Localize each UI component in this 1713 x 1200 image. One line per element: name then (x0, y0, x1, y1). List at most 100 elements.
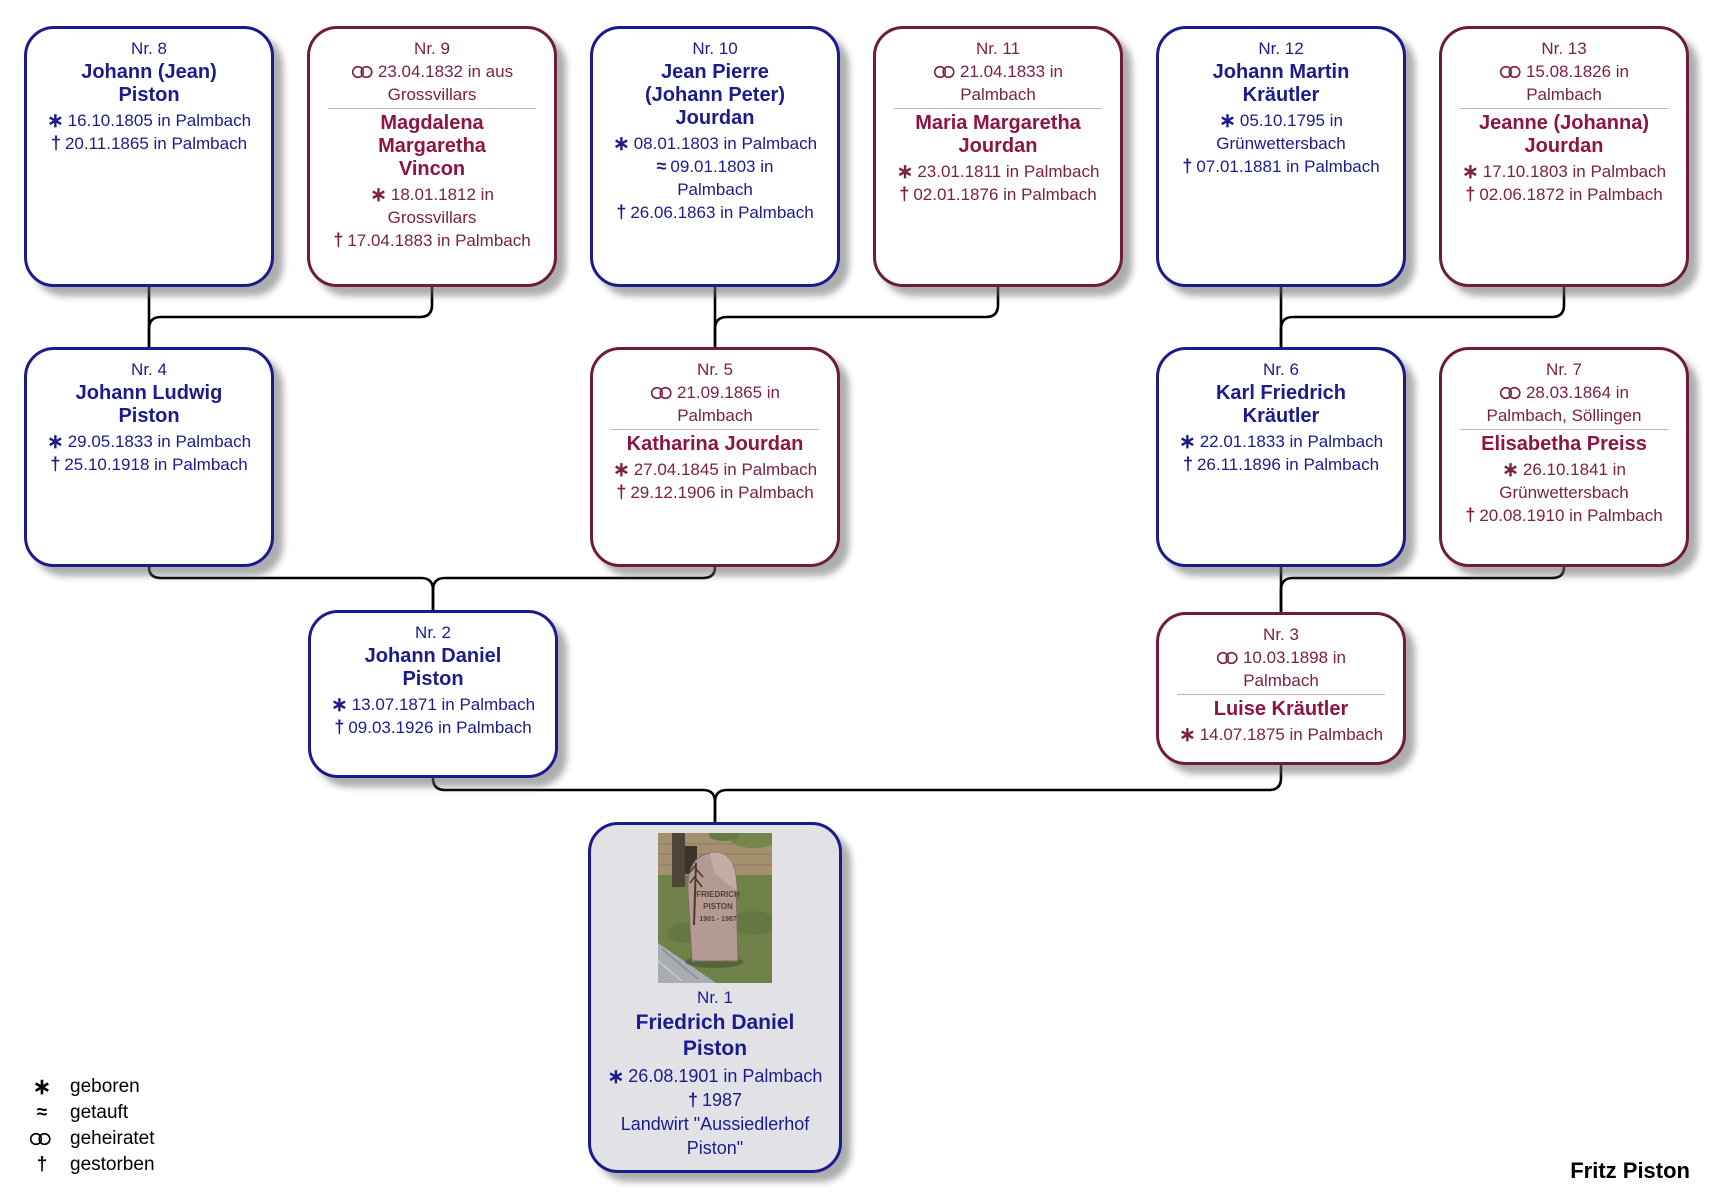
person-name: Johann (Jean) Piston (81, 61, 217, 106)
person-number: Nr. 1 (697, 988, 733, 1007)
death-cross-icon: † (616, 202, 627, 222)
connector-parent-2-to-child-1 (431, 777, 717, 822)
person-number: Nr. 10 (692, 39, 738, 58)
person-number: Nr. 9 (414, 39, 450, 58)
marriage-rings-icon (351, 65, 373, 79)
birth-line: ∗ 08.01.1803 in Palmbach (601, 132, 829, 155)
legend-label-geheiratet: geheiratet (70, 1128, 155, 1149)
death-cross-icon: † (334, 717, 345, 737)
person-number: Nr. 2 (415, 623, 451, 642)
legend: ∗ geboren ≈ getauft geheiratet † gestorb… (24, 1074, 155, 1178)
person-box-nr-2[interactable]: Nr. 2 Johann Daniel Piston ∗ 13.07.1871 in … (308, 610, 558, 778)
birth-star-icon: ∗ (607, 1066, 625, 1088)
birth-text: 22.01.1833 in Palmbach (1199, 432, 1384, 451)
person-number: Nr. 11 (975, 39, 1021, 58)
birth-line: ∗ 27.04.1845 in Palmbach (601, 458, 829, 481)
person-number: Nr. 8 (131, 39, 167, 58)
birth-star-icon: ∗ (612, 459, 630, 481)
marriage-text: 21.04.1833 in Palmbach (959, 62, 1064, 104)
birth-line: ∗ 05.10.1795 in Grünwettersbach (1167, 109, 1395, 155)
gravestone-inscription-line: 1901 - 1987 (699, 916, 736, 923)
person-name: Karl Friedrich Kräutler (1215, 382, 1347, 427)
person-box-nr-3[interactable]: Nr. 3 10.03.1898 in Palmbach Luise Kräutle… (1156, 612, 1406, 765)
person-name: Johann Ludwig Piston (75, 382, 223, 427)
marriage-info: 21.09.1865 in Palmbach (601, 381, 829, 427)
person-number: Nr. 4 (131, 360, 167, 379)
death-text: 26.06.1863 in Palmbach (630, 203, 814, 222)
person-box-nr-1[interactable]: FRIEDRICH PISTON 1901 - 1987 Nr. 1 Friedrich… (588, 822, 842, 1173)
death-cross-icon: † (899, 184, 910, 204)
death-line: † 25.10.1918 in Palmbach (35, 453, 263, 476)
baptism-text: 09.01.1803 in Palmbach (670, 157, 774, 199)
birth-star-icon: ∗ (1461, 161, 1479, 183)
marriage-rings-icon (650, 386, 672, 400)
person-box-nr-7[interactable]: Nr. 7 28.03.1864 in Palmbach, Söllingen El… (1439, 347, 1689, 567)
death-cross-icon: † (1182, 454, 1193, 474)
person-box-nr-13[interactable]: Nr. 13 15.08.1826 in Palmbach Jeanne (Joha… (1439, 26, 1689, 287)
connector-parent-7-to-child-3 (1279, 566, 1566, 612)
person-name: Elisabetha Preiss (1481, 433, 1647, 455)
divider (894, 108, 1102, 109)
birth-line: ∗ 23.01.1811 in Palmbach (884, 160, 1112, 183)
legend-label-getauft: getauft (70, 1102, 129, 1123)
divider (328, 108, 536, 109)
person-box-nr-8[interactable]: Nr. 8 Johann (Jean) Piston ∗ 16.10.1805 in … (24, 26, 274, 287)
birth-text: 13.07.1871 in Palmbach (351, 695, 536, 714)
death-cross-icon: † (687, 1090, 698, 1110)
person-box-nr-10[interactable]: Nr. 10 Jean Pierre (Johann Peter) Jourdan… (590, 26, 840, 287)
death-line: † 1987 (599, 1088, 831, 1112)
marriage-text: 21.09.1865 in Palmbach (676, 383, 781, 425)
marriage-info: 28.03.1864 in Palmbach, Söllingen (1450, 381, 1678, 427)
person-name: Luise Kräutler (1213, 698, 1349, 720)
person-number: Nr. 3 (1263, 625, 1299, 644)
gravestone-inscription-line: FRIEDRICH (696, 890, 740, 899)
divider (611, 429, 819, 430)
death-cross-icon: † (1465, 505, 1476, 525)
baptism-wave-icon: ≈ (656, 156, 667, 176)
person-box-nr-12[interactable]: Nr. 12 Johann Martin Kräutler ∗ 05.10.1795 … (1156, 26, 1406, 287)
marriage-text: 15.08.1826 in Palmbach (1525, 62, 1630, 104)
person-box-nr-6[interactable]: Nr. 6 Karl Friedrich Kräutler ∗ 22.01.1833 … (1156, 347, 1406, 567)
legend-item-geboren: ∗ geboren (24, 1074, 155, 1100)
birth-star-icon: ∗ (1178, 724, 1196, 746)
birth-line: ∗ 18.01.1812 in Grossvillars (318, 183, 546, 229)
person-box-nr-4[interactable]: Nr. 4 Johann Ludwig Piston ∗ 29.05.1833 in … (24, 347, 274, 567)
connector-parent-13-to-child-6 (1279, 287, 1566, 347)
person-box-nr-5[interactable]: Nr. 5 21.09.1865 in Palmbach Katharina Jou… (590, 347, 840, 567)
marriage-rings-icon (1499, 386, 1521, 400)
marriage-info: 21.04.1833 in Palmbach (884, 60, 1112, 106)
marriage-rings-icon (1499, 65, 1521, 79)
person-number: Nr. 7 (1546, 360, 1582, 379)
marriage-text: 23.04.1832 in aus Grossvillars (377, 62, 514, 104)
birth-text: 14.07.1875 in Palmbach (1199, 725, 1384, 744)
person-box-nr-9[interactable]: Nr. 9 23.04.1832 in aus Grossvillars Magda… (307, 26, 557, 287)
birth-star-icon: ∗ (1502, 459, 1519, 481)
death-text: 02.06.1872 in Palmbach (1479, 185, 1663, 204)
death-text: 17.04.1883 in Palmbach (347, 231, 531, 250)
death-text: 29.12.1906 in Palmbach (630, 483, 814, 502)
person-name: Maria Margaretha Jourdan (915, 112, 1081, 157)
birth-star-icon: ∗ (612, 133, 630, 155)
birth-star-icon: ∗ (1178, 431, 1196, 453)
baptism-line: ≈09.01.1803 in Palmbach (601, 155, 829, 201)
birth-line: ∗ 26.08.1901 in Palmbach (599, 1064, 831, 1088)
author-credit: Fritz Piston (1570, 1158, 1690, 1183)
person-box-nr-11[interactable]: Nr. 11 21.04.1833 in Palmbach Maria Margar… (873, 26, 1123, 287)
death-cross-icon: † (36, 1154, 48, 1175)
death-line: † 07.01.1881 in Palmbach (1167, 155, 1395, 178)
death-text: 26.11.1896 in Palmbach (1196, 455, 1380, 474)
death-line: † 02.06.1872 in Palmbach (1450, 183, 1678, 206)
death-line: † 17.04.1883 in Palmbach (318, 229, 546, 252)
gravestone-inscription-line: PISTON (703, 902, 733, 911)
death-text: 20.11.1865 in Palmbach (64, 134, 248, 153)
birth-text: 18.01.1812 in Grossvillars (387, 185, 494, 227)
birth-text: 08.01.1803 in Palmbach (633, 134, 818, 153)
birth-line: ∗ 17.10.1803 in Palmbach (1450, 160, 1678, 183)
person-name: Magdalena Margaretha Vincon (378, 112, 486, 180)
birth-line: ∗ 14.07.1875 in Palmbach (1167, 723, 1395, 746)
connector-parent-3-to-child-1 (713, 765, 1283, 822)
marriage-rings-icon (933, 65, 955, 79)
marriage-info: 23.04.1832 in aus Grossvillars (318, 60, 546, 106)
birth-text: 29.05.1833 in Palmbach (67, 432, 252, 451)
